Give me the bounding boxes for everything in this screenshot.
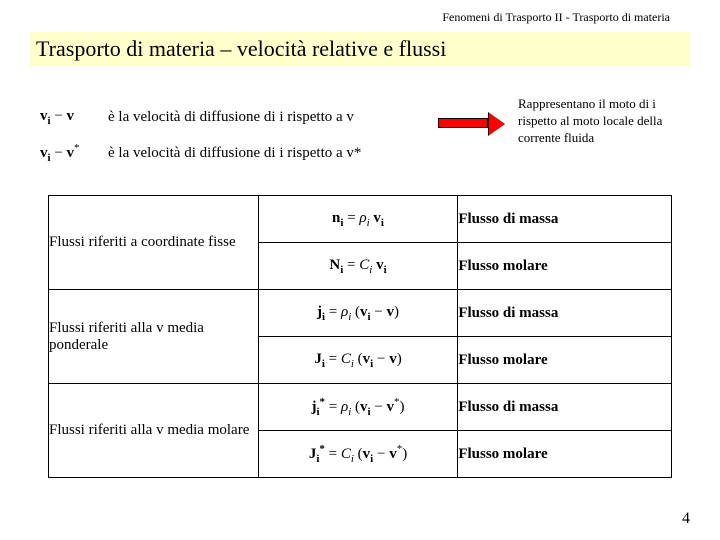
row3-label: Flussi riferiti alla v media molare <box>49 384 259 478</box>
flux-table: Flussi riferiti a coordinate fisse ni = … <box>48 195 672 478</box>
def1-formula: vi − v <box>40 108 90 127</box>
def2-text: è la velocità di diffusione di i rispett… <box>108 145 361 162</box>
row3-eq1: ji* = ρi (vi − v*) <box>258 384 458 431</box>
row1-label: Flussi riferiti a coordinate fisse <box>49 196 259 290</box>
row3-desc2: Flusso molare <box>458 431 672 478</box>
row2-eq1: ji = ρi (vi − v) <box>258 290 458 337</box>
row1-eq2: Ni = Ci vi <box>258 243 458 290</box>
table-row: Flussi riferiti alla v media molare ji* … <box>49 384 672 431</box>
row1-eq1: ni = ρi vi <box>258 196 458 243</box>
row3-eq2: Ji* = Ci (vi − v*) <box>258 431 458 478</box>
row2-eq2: Ji = Ci (vi − v) <box>258 337 458 384</box>
slide-title: Trasporto di materia – velocità relative… <box>30 32 690 66</box>
row2-label: Flussi riferiti alla v media ponderale <box>49 290 259 384</box>
row1-desc1: Flusso di massa <box>458 196 672 243</box>
row3-desc1: Flusso di massa <box>458 384 672 431</box>
definition-row-1: vi − v è la velocità di diffusione di i … <box>40 108 354 127</box>
table-row: Flussi riferiti a coordinate fisse ni = … <box>49 196 672 243</box>
def2-formula: vi − v* <box>40 142 90 164</box>
def1-text: è la velocità di diffusione di i rispett… <box>108 109 354 126</box>
definition-row-2: vi − v* è la velocità di diffusione di i… <box>40 142 361 164</box>
page-number: 4 <box>682 510 690 528</box>
row2-desc2: Flusso molare <box>458 337 672 384</box>
note-text: Rappresentano il moto di i rispetto al m… <box>518 96 688 147</box>
course-header: Fenomeni di Trasporto II - Trasporto di … <box>442 10 670 25</box>
arrow-icon <box>438 118 488 128</box>
row1-desc2: Flusso molare <box>458 243 672 290</box>
table-row: Flussi riferiti alla v media ponderale j… <box>49 290 672 337</box>
row2-desc1: Flusso di massa <box>458 290 672 337</box>
